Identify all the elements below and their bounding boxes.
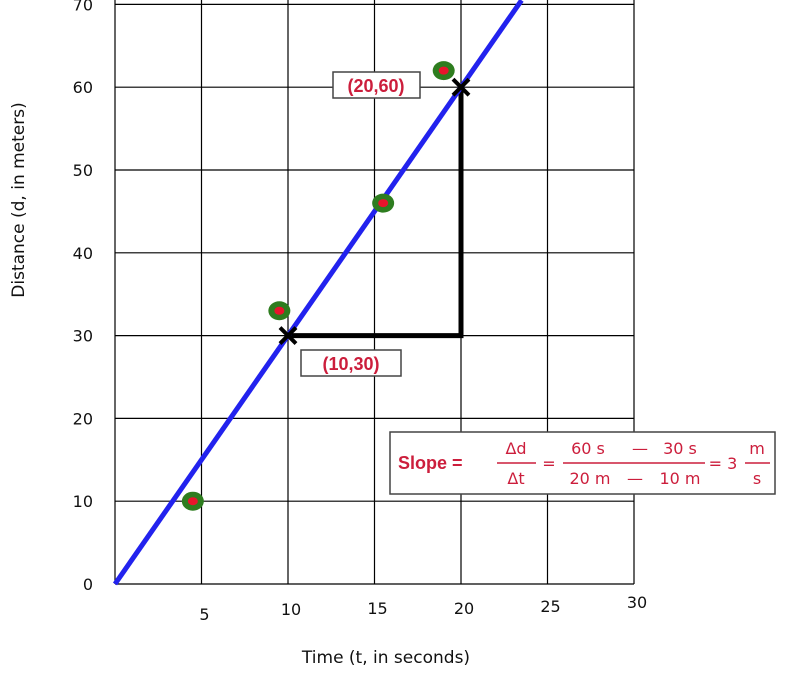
y-tick-label: 0 — [83, 575, 93, 594]
x-tick-label: 30 — [627, 593, 647, 612]
marker-stroke — [451, 77, 471, 97]
highlight-x-marker — [278, 326, 298, 346]
marker-stroke — [278, 326, 298, 346]
best-fit-line — [112, 0, 524, 586]
delta-d: Δd — [505, 439, 526, 458]
highlight-markers — [278, 77, 471, 346]
label-10-30-box — [300, 349, 402, 377]
numerator-a: 60 s — [571, 439, 605, 458]
unit-s: s — [753, 469, 761, 488]
data-point — [432, 61, 455, 81]
best-fit-line-group — [112, 0, 524, 586]
x-tick-label: 20 — [454, 599, 474, 618]
numerator-op: — — [632, 439, 648, 458]
denominator-b: 10 m — [659, 469, 700, 488]
data-point — [181, 491, 204, 511]
data-point — [268, 301, 291, 321]
equals-result: = 3 — [709, 454, 738, 473]
y-tick-label: 60 — [73, 78, 93, 97]
y-tick-label: 50 — [73, 161, 93, 180]
data-point-inner — [187, 497, 198, 506]
x-tick-label: 5 — [199, 605, 209, 624]
data-point — [372, 193, 395, 213]
y-axis-label: Distance (d, in meters) — [9, 102, 29, 298]
tick-labels: 5 10 15 20 25 30 0 10 20 30 40 50 60 70 — [73, 0, 648, 624]
x-tick-label: 25 — [540, 597, 560, 616]
unit-m: m — [749, 439, 765, 458]
slope-triangle-path — [288, 87, 464, 339]
equals-1: = — [542, 454, 555, 473]
data-points — [181, 61, 455, 511]
label-10-30: (10,30) — [300, 349, 402, 377]
delta-t: Δt — [507, 469, 524, 488]
y-tick-label: 10 — [73, 492, 93, 511]
y-tick-label: 20 — [73, 409, 93, 428]
numerator-b: 30 s — [663, 439, 697, 458]
label-20-60-box — [332, 71, 421, 99]
y-tick-label: 30 — [73, 327, 93, 346]
slope-annotation: Slope = Δd Δt = 60 s — 30 s 20 m — 10 m … — [389, 431, 776, 495]
slope-triangle — [288, 87, 464, 339]
label-20-60-text: (20,60) — [347, 76, 404, 96]
denominator-a: 20 m — [569, 469, 610, 488]
label-10-30-text: (10,30) — [322, 354, 379, 374]
x-tick-label: 10 — [281, 600, 301, 619]
denominator-op: — — [627, 469, 643, 488]
x-tick-label: 15 — [367, 599, 387, 618]
highlight-x-marker — [451, 77, 471, 97]
y-tick-label: 70 — [73, 0, 93, 14]
data-point-inner — [274, 306, 285, 315]
data-point-inner — [438, 66, 449, 75]
data-point-inner — [378, 199, 389, 208]
y-tick-label: 40 — [73, 244, 93, 263]
x-axis-label: Time (t, in seconds) — [301, 648, 470, 668]
label-20-60: (20,60) — [332, 71, 421, 99]
slope-word: Slope = — [398, 453, 463, 473]
